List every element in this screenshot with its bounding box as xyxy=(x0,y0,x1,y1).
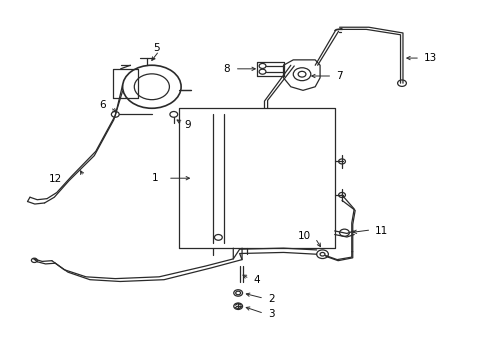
Text: 9: 9 xyxy=(184,120,191,130)
Text: 7: 7 xyxy=(335,71,342,81)
Text: 10: 10 xyxy=(297,231,310,240)
Text: 11: 11 xyxy=(374,226,387,235)
Text: 13: 13 xyxy=(423,53,436,63)
Text: 5: 5 xyxy=(153,43,160,53)
Text: 12: 12 xyxy=(48,174,61,184)
Text: 1: 1 xyxy=(152,173,158,183)
Text: 6: 6 xyxy=(99,100,105,111)
Text: 2: 2 xyxy=(267,294,274,304)
Text: 3: 3 xyxy=(267,309,274,319)
Text: 8: 8 xyxy=(223,64,229,74)
Text: 4: 4 xyxy=(253,275,259,285)
